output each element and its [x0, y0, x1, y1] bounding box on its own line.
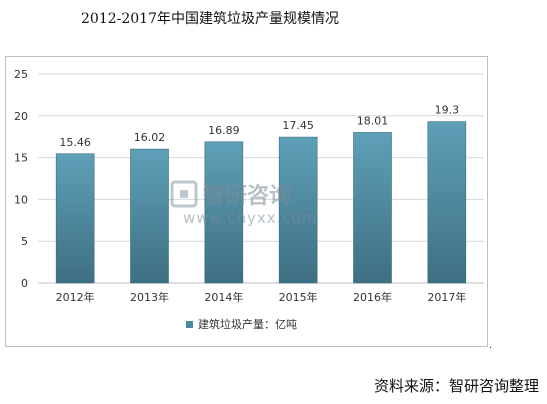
bar-value-label: 16.02 — [134, 131, 166, 144]
x-tick-label: 2016年 — [353, 290, 392, 304]
legend-swatch — [186, 321, 193, 328]
y-tick-label: 25 — [14, 68, 28, 81]
chart-title: 2012-2017年中国建筑垃圾产量规模情况 — [81, 11, 339, 27]
watermark-url-text: www.chyxx.com — [183, 209, 317, 227]
x-tick-label: 2012年 — [56, 290, 95, 304]
x-tick-label: 2015年 — [279, 290, 318, 304]
bar — [55, 153, 95, 284]
watermark-logo-mark-inner — [180, 190, 188, 198]
y-tick-label: 0 — [21, 277, 28, 290]
bar — [130, 148, 169, 284]
x-tick-label: 2013年 — [130, 290, 169, 304]
x-tick-label: 2017年 — [427, 290, 466, 304]
bar-value-label: 17.45 — [282, 119, 314, 132]
bar-value-label: 18.01 — [357, 114, 389, 127]
bar-value-label: 16.89 — [208, 124, 240, 137]
watermark-logo-mark — [170, 180, 198, 208]
y-tick-label: 10 — [14, 193, 28, 206]
bar — [427, 121, 467, 284]
bar-value-label: 19.3 — [435, 104, 460, 117]
legend-label: 建筑垃圾产量：亿吨 — [198, 317, 297, 331]
bar — [353, 132, 392, 284]
watermark-brand-text: 智研咨询 — [203, 183, 291, 209]
bar-value-label: 15.46 — [59, 136, 91, 149]
y-tick-label: 20 — [14, 110, 28, 123]
x-tick-label: 2014年 — [204, 290, 243, 304]
source-note: 资料来源：智研咨询整理 — [373, 377, 539, 395]
bar — [278, 136, 318, 284]
y-tick-label: 5 — [21, 235, 28, 248]
y-tick-label: 15 — [14, 152, 28, 165]
stray-dot: . — [489, 340, 493, 351]
bar — [204, 141, 244, 284]
